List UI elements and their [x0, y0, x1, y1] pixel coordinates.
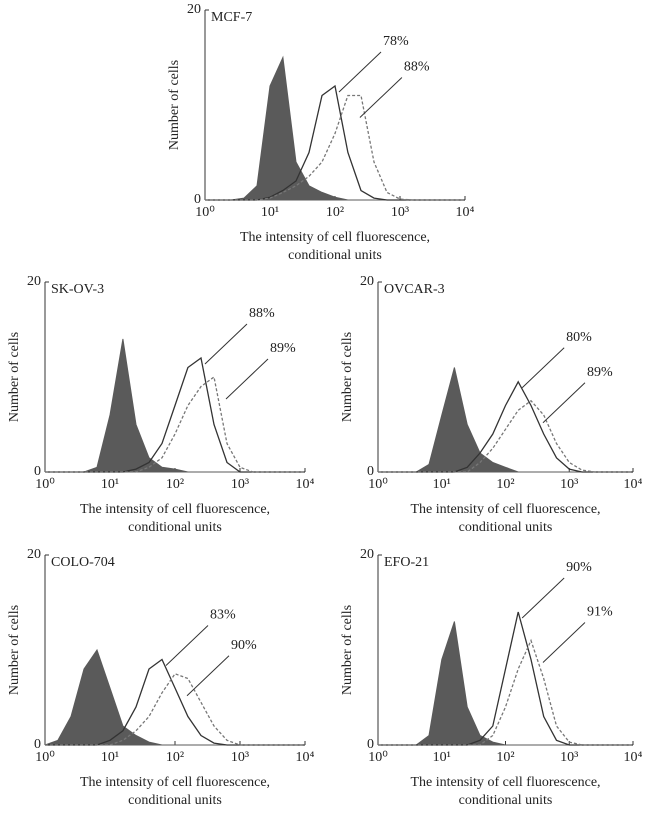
- panel: 10⁰ 10¹ 10² 10³ 10⁴ 0 20 COLO-704 Number of cell…: [7, 547, 314, 808]
- y-axis-label: Number of cells: [167, 60, 182, 150]
- panel: 10⁰ 10¹ 10² 10³ 10⁴ 0 20 OVCAR-3 Number of cells…: [340, 274, 642, 535]
- x-tick-label: 10²: [496, 477, 514, 492]
- y-tick-label: 20: [360, 547, 374, 562]
- histogram-curve: [378, 621, 633, 746]
- panel-title: MCF-7: [211, 10, 252, 25]
- histogram-curve: [45, 356, 305, 473]
- y-axis-label: Number of cells: [7, 605, 22, 695]
- panel-title: COLO-704: [51, 555, 115, 570]
- y-tick-label: 0: [34, 737, 41, 752]
- annotation: 90%: [231, 638, 257, 653]
- annotation: 78%: [383, 34, 409, 49]
- histogram-curve: [205, 84, 465, 201]
- x-tick-label: 10¹: [101, 477, 119, 492]
- x-tick-label: 10⁰: [368, 477, 388, 492]
- histogram-curve: [205, 55, 465, 201]
- leader-line: [338, 51, 382, 93]
- y-axis-label: Number of cells: [340, 605, 355, 695]
- histogram-curve: [45, 673, 305, 746]
- x-axis-label: conditional units: [128, 793, 222, 808]
- x-axis-label: conditional units: [288, 248, 382, 263]
- annotation: 83%: [210, 608, 236, 623]
- x-tick-label: 10¹: [261, 205, 279, 220]
- y-tick-label: 20: [27, 274, 41, 289]
- histogram-curve: [378, 367, 633, 473]
- x-axis-label: conditional units: [459, 520, 553, 535]
- histogram-curve: [378, 399, 633, 473]
- panel: 10⁰ 10¹ 10² 10³ 10⁴ 0 20 MCF-7 Number of cells Th…: [167, 2, 474, 263]
- y-tick-label: 20: [27, 547, 41, 562]
- annotation: 88%: [249, 306, 275, 321]
- x-tick-label: 10⁴: [624, 750, 643, 765]
- x-tick-label: 10⁰: [195, 205, 215, 220]
- y-tick-label: 0: [34, 464, 41, 479]
- leader-line: [165, 625, 209, 666]
- x-tick-label: 10⁰: [35, 477, 55, 492]
- leader-line: [225, 358, 269, 400]
- x-tick-label: 10⁴: [456, 205, 475, 220]
- y-tick-label: 20: [187, 2, 201, 17]
- x-tick-label: 10³: [391, 205, 409, 220]
- y-tick-label: 0: [194, 192, 201, 207]
- annotation: 89%: [270, 341, 296, 356]
- x-axis-label: The intensity of cell fluorescence,: [80, 775, 270, 790]
- panel: 10⁰ 10¹ 10² 10³ 10⁴ 0 20 EFO-21 Number of cells T…: [340, 547, 642, 808]
- x-tick-label: 10²: [166, 750, 184, 765]
- x-tick-label: 10³: [231, 750, 249, 765]
- y-tick-label: 0: [367, 464, 374, 479]
- x-tick-label: 10²: [326, 205, 344, 220]
- annotation: 80%: [566, 330, 592, 345]
- x-tick-label: 10²: [496, 750, 514, 765]
- histogram-curve: [378, 380, 633, 473]
- y-tick-label: 0: [367, 737, 374, 752]
- y-axis-label: Number of cells: [7, 332, 22, 422]
- x-tick-label: 10¹: [101, 750, 119, 765]
- x-tick-label: 10⁴: [296, 477, 315, 492]
- x-tick-label: 10³: [560, 477, 578, 492]
- leader-line: [542, 382, 586, 424]
- x-tick-label: 10⁰: [35, 750, 55, 765]
- x-axis-label: conditional units: [459, 793, 553, 808]
- leader-line: [521, 577, 565, 619]
- x-tick-label: 10¹: [433, 477, 451, 492]
- annotation: 88%: [404, 60, 430, 75]
- x-tick-label: 10³: [560, 750, 578, 765]
- histogram-curve: [378, 638, 633, 746]
- x-tick-label: 10³: [231, 477, 249, 492]
- x-axis-label: The intensity of cell fluorescence,: [410, 775, 600, 790]
- leader-line: [542, 622, 586, 663]
- histogram-curve: [378, 611, 633, 746]
- leader-line: [359, 77, 403, 118]
- x-tick-label: 10¹: [433, 750, 451, 765]
- panel-title: SK-OV-3: [51, 282, 104, 297]
- panel-title: OVCAR-3: [384, 282, 445, 297]
- y-axis-label: Number of cells: [340, 332, 355, 422]
- x-tick-label: 10²: [166, 477, 184, 492]
- x-axis-label: The intensity of cell fluorescence,: [410, 502, 600, 517]
- panel: 10⁰ 10¹ 10² 10³ 10⁴ 0 20 SK-OV-3 Number of cells…: [7, 274, 314, 535]
- leader-line: [186, 655, 230, 697]
- histogram-curve: [45, 375, 305, 473]
- leader-line: [521, 347, 565, 389]
- y-tick-label: 20: [360, 274, 374, 289]
- x-tick-label: 10⁰: [368, 750, 388, 765]
- annotation: 91%: [587, 605, 613, 620]
- annotation: 90%: [566, 560, 592, 575]
- x-axis-label: conditional units: [128, 520, 222, 535]
- histogram-curve: [44, 648, 305, 746]
- x-axis-label: The intensity of cell fluorescence,: [240, 230, 430, 245]
- leader-line: [204, 323, 248, 365]
- x-tick-label: 10⁴: [296, 750, 315, 765]
- histogram-curve: [205, 94, 465, 201]
- panel-title: EFO-21: [384, 555, 429, 570]
- x-axis-label: The intensity of cell fluorescence,: [80, 502, 270, 517]
- annotation: 89%: [587, 365, 613, 380]
- x-tick-label: 10⁴: [624, 477, 643, 492]
